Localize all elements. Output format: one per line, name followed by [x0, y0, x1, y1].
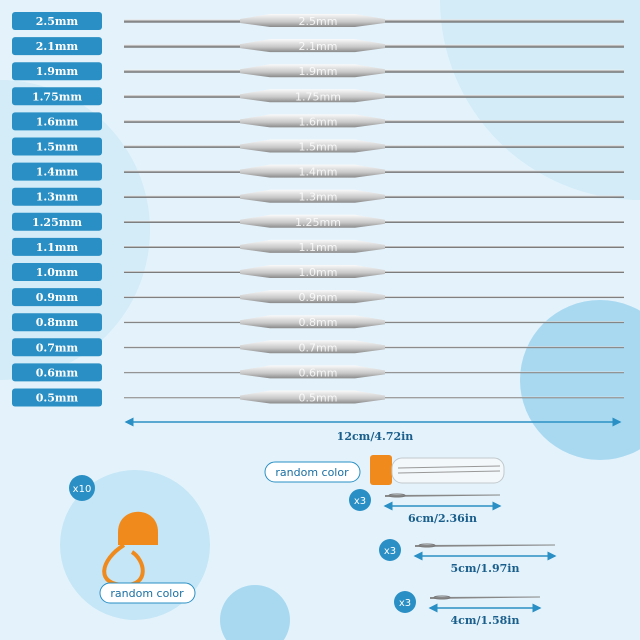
tube-cap: [370, 455, 392, 485]
size-label-box: [12, 212, 102, 231]
hook-handle: [240, 315, 385, 329]
length-label: 12cm/4.72in: [337, 430, 414, 443]
hook-handle: [240, 239, 385, 253]
hook-engraving: 1.4mm: [299, 166, 338, 179]
size-label-box: [12, 87, 102, 106]
hook-engraving: 0.8mm: [299, 316, 338, 329]
hook-engraving: 1.25mm: [295, 216, 341, 229]
needle-count: x3: [399, 598, 411, 609]
hook-handle: [240, 214, 385, 228]
hook-handle: [240, 89, 385, 103]
stitch-marker: [118, 511, 158, 545]
size-label: 1.25mm: [32, 216, 82, 229]
hook-handle: [240, 14, 385, 27]
size-label: 1.0mm: [36, 266, 79, 279]
needle-eye: [433, 595, 451, 600]
size-label-box: [12, 37, 102, 56]
size-label: 2.5mm: [36, 15, 79, 28]
hook-engraving: 2.5mm: [299, 15, 338, 28]
size-label-box: [12, 338, 102, 357]
hook-engraving: 1.5mm: [299, 141, 338, 154]
needle-length: 5cm/1.97in: [451, 562, 520, 575]
hook-engraving: 0.7mm: [299, 341, 338, 354]
hook-engraving: 0.9mm: [299, 291, 338, 304]
hook-handle: [240, 114, 385, 128]
needle: [397, 470, 501, 474]
needle-eye: [388, 493, 406, 498]
needles-note: random color: [275, 466, 349, 479]
size-label-box: [12, 137, 102, 156]
hook-handle: [240, 139, 385, 153]
size-label: 0.5mm: [36, 392, 79, 405]
hook-engraving: 1.75mm: [295, 90, 341, 103]
size-label: 0.9mm: [36, 291, 79, 304]
size-label-box: [12, 162, 102, 181]
count-badge: [394, 591, 416, 613]
size-label-box: [12, 313, 102, 332]
hook-engraving: 1.3mm: [299, 191, 338, 204]
size-label: 1.4mm: [36, 166, 79, 179]
needle-count: x3: [354, 496, 366, 507]
marker-note: random color: [110, 587, 184, 600]
hook-engraving: 1.0mm: [299, 266, 338, 279]
size-label-box: [12, 12, 102, 30]
size-label: 1.9mm: [36, 65, 79, 78]
needle-tube: [391, 457, 505, 484]
needle: [415, 544, 555, 547]
marker-count: x10: [73, 484, 92, 495]
needle-length: 4cm/1.58in: [451, 614, 520, 627]
hook-handle: [240, 189, 385, 203]
hook-engraving: 0.5mm: [299, 392, 338, 405]
hook-engraving: 1.1mm: [299, 241, 338, 254]
size-label: 2.1mm: [36, 40, 79, 53]
hook-engraving: 2.1mm: [299, 40, 338, 53]
count-badge: [69, 475, 95, 501]
size-label: 1.5mm: [36, 141, 79, 154]
size-label-box: [12, 263, 102, 281]
hook-handle: [240, 265, 385, 278]
size-label-box: [12, 288, 102, 307]
size-label: 1.6mm: [36, 115, 79, 128]
hook-handle: [240, 64, 385, 78]
size-label: 0.7mm: [36, 341, 79, 354]
needle-eye: [418, 543, 436, 548]
size-label-box: [12, 388, 102, 407]
hook-handle: [240, 39, 385, 53]
count-badge: [379, 539, 401, 561]
hook-engraving: 1.9mm: [299, 65, 338, 78]
hook-handle: [240, 340, 385, 354]
needle: [385, 494, 500, 497]
needle-count: x3: [384, 546, 396, 557]
hook-engraving: 1.6mm: [299, 115, 338, 128]
needle-length: 6cm/2.36in: [408, 512, 477, 525]
size-label: 1.1mm: [36, 241, 79, 254]
hook-handle: [240, 290, 385, 304]
needle: [430, 596, 540, 599]
count-badge: [349, 489, 371, 511]
note-pill: [99, 582, 196, 604]
hook-handle: [240, 164, 385, 178]
hook-handle: [240, 390, 385, 404]
size-label-box: [12, 62, 102, 81]
needle: [397, 465, 501, 469]
hook-handle: [240, 365, 385, 379]
size-label: 0.6mm: [36, 366, 79, 379]
size-label: 1.3mm: [36, 191, 79, 204]
size-label-box: [12, 363, 102, 382]
bg-circle: [220, 585, 290, 640]
note-pill: [264, 461, 361, 483]
size-label-box: [12, 112, 102, 131]
size-label-box: [12, 237, 102, 256]
size-label: 0.8mm: [36, 316, 79, 329]
bg-circle: [440, 0, 640, 200]
size-label-box: [12, 187, 102, 206]
size-label: 1.75mm: [32, 90, 82, 103]
hook-engraving: 0.6mm: [299, 366, 338, 379]
